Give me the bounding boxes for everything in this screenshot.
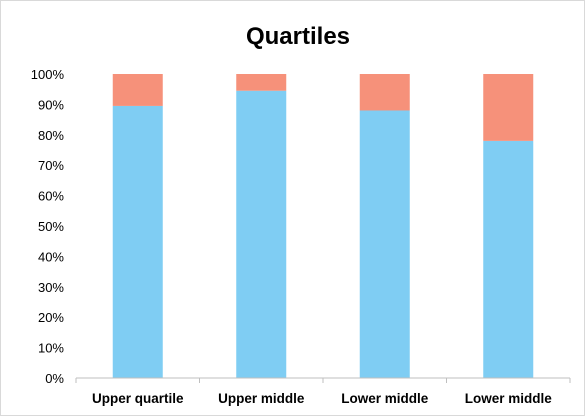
- chart-title: Quartiles: [246, 23, 350, 50]
- y-tick-label: 70%: [38, 158, 64, 173]
- x-tick-label: Lower middle: [341, 391, 429, 406]
- bar-segment-1: [112, 105, 163, 379]
- bar-segment-1: [483, 140, 534, 378]
- y-tick-label: 20%: [38, 310, 64, 325]
- bar-segment-2: [359, 74, 410, 111]
- y-tick-label: 30%: [38, 280, 64, 295]
- bar-segment-2: [236, 74, 287, 91]
- x-tick-label: Upper middle: [218, 391, 305, 406]
- y-tick-label: 90%: [38, 97, 64, 112]
- y-tick-label: 50%: [38, 219, 64, 234]
- x-tick-label: Upper quartile: [92, 391, 184, 406]
- y-tick-label: 0%: [45, 371, 64, 386]
- y-tick-label: 80%: [38, 128, 64, 143]
- y-tick-label: 40%: [38, 249, 64, 264]
- bar-segment-1: [236, 90, 287, 378]
- bar-segment-2: [483, 74, 534, 141]
- y-tick-label: 10%: [38, 341, 64, 356]
- plot-area: 0% 10% 20% 30% 40% 50% 60% 70% 80% 90% 100% Upper q…: [31, 67, 571, 406]
- x-tick-label: Lower middle: [465, 391, 553, 406]
- y-tick-label: 60%: [38, 189, 64, 204]
- y-tick-label: 100%: [31, 67, 65, 82]
- bar-segment-1: [359, 110, 410, 378]
- bar-segment-2: [112, 74, 163, 106]
